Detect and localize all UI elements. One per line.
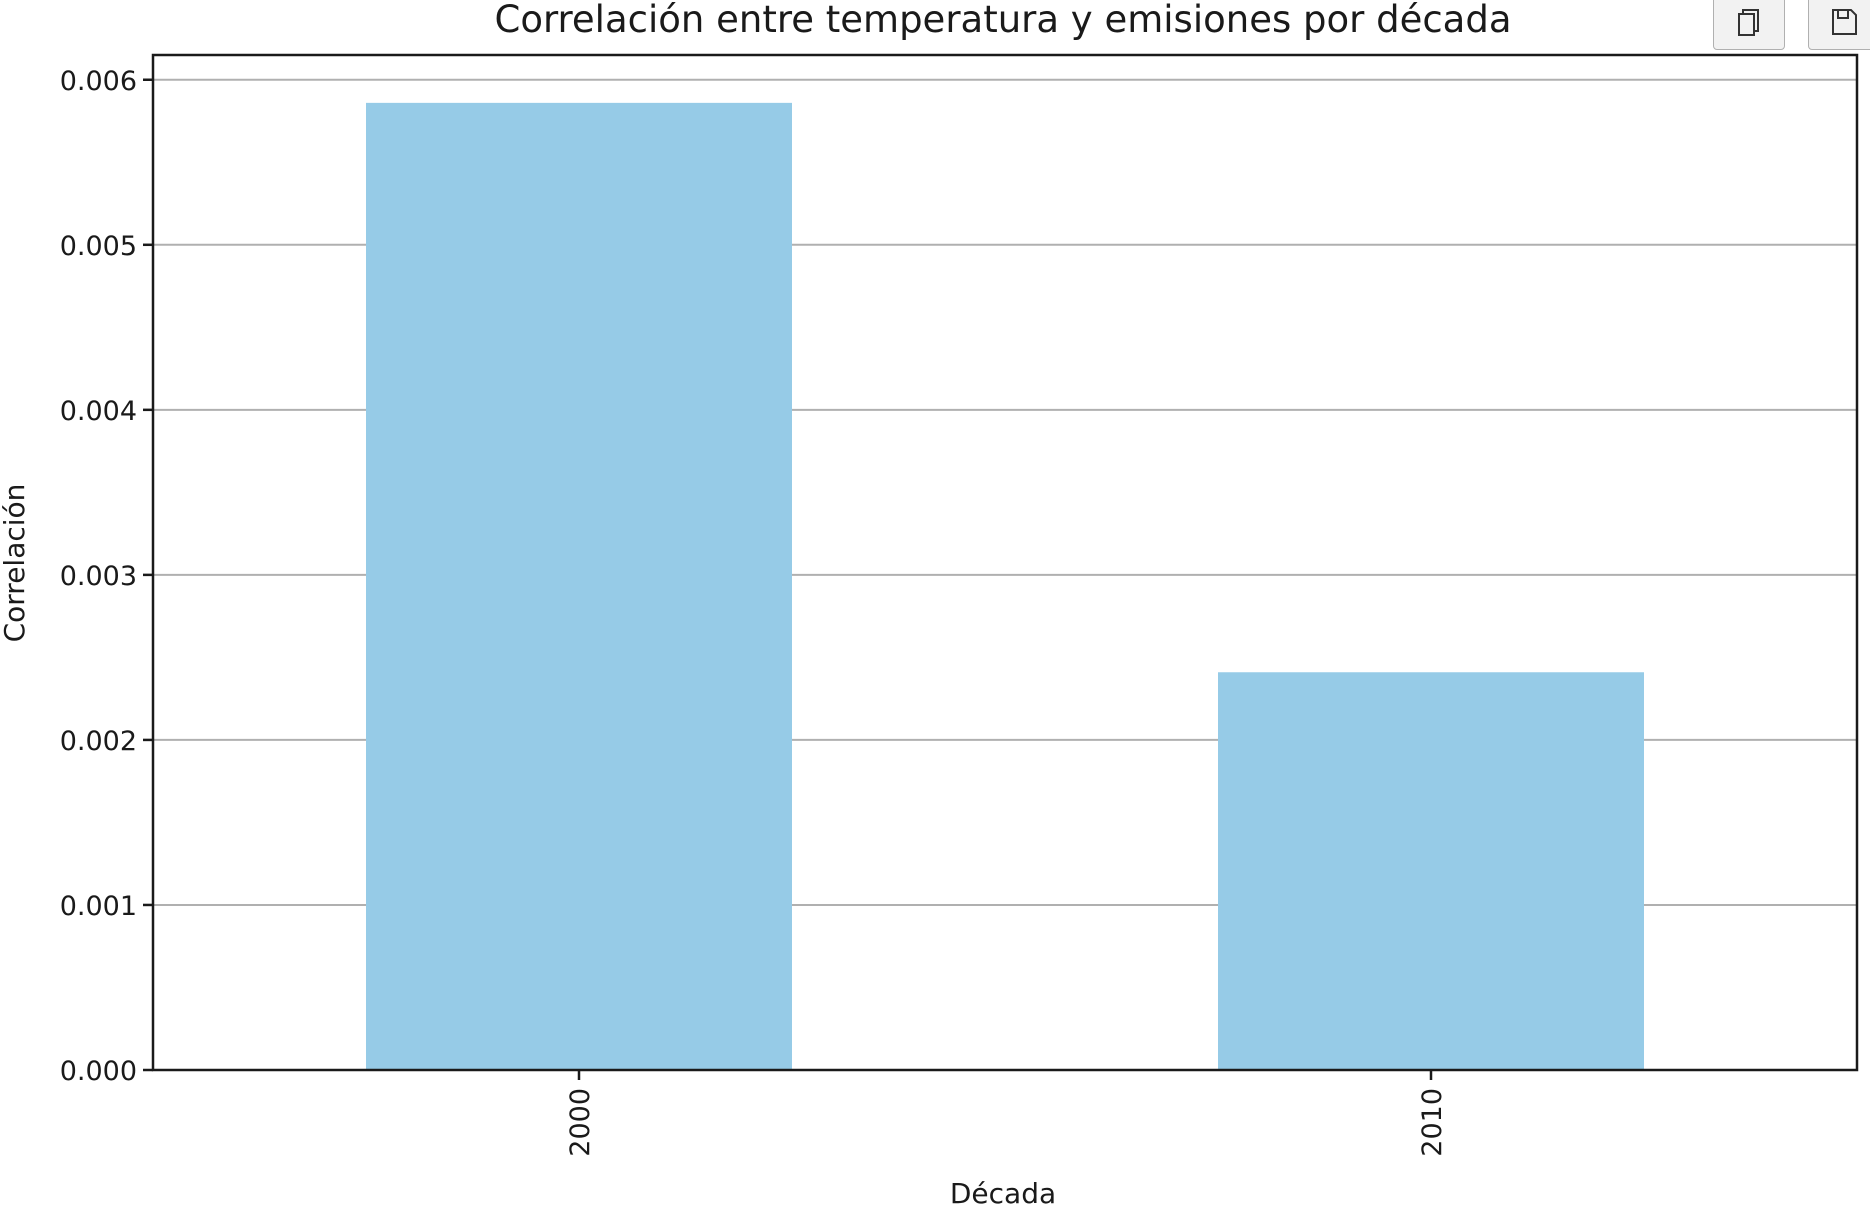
y-tick-label: 0.002 — [60, 726, 137, 757]
y-tick-label: 0.006 — [60, 66, 137, 97]
chart-title: Correlación entre temperatura y emisione… — [494, 0, 1511, 41]
y-tick-label: 0.005 — [60, 231, 137, 262]
bar-2000 — [366, 102, 792, 1070]
copy-button[interactable] — [1713, 0, 1785, 50]
y-tick-label: 0.004 — [60, 396, 137, 427]
x-tick-label: 2000 — [565, 1088, 596, 1157]
y-axis-ticks: 0.000 0.001 0.002 0.003 0.004 0.005 0.006 — [60, 66, 153, 1087]
y-tick-label: 0.001 — [60, 891, 137, 922]
y-tick-label: 0.003 — [60, 561, 137, 592]
plot-frame — [151, 53, 1859, 1072]
x-axis-ticks: 2000 2010 — [565, 1070, 1448, 1157]
save-button[interactable] — [1808, 0, 1870, 50]
save-icon — [1832, 9, 1857, 35]
y-tick-label: 0.000 — [60, 1056, 137, 1087]
bar-2010 — [1218, 672, 1644, 1070]
bars — [366, 102, 1644, 1070]
x-tick-label: 2010 — [1417, 1088, 1448, 1157]
x-axis-label: Década — [950, 1177, 1056, 1210]
y-axis-label: Correlación — [0, 484, 31, 643]
copy-icon — [1738, 9, 1759, 36]
